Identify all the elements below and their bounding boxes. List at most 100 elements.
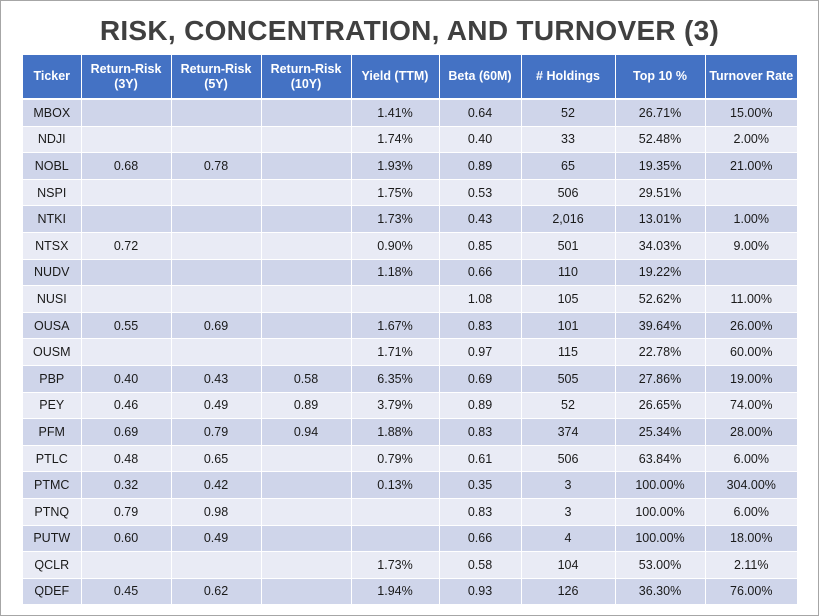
cell-turnover: 6.00%: [705, 498, 797, 526]
cell-beta: 0.61: [439, 445, 522, 473]
cell-return-risk-10y: [261, 312, 352, 340]
cell-return-risk-5y: [171, 551, 262, 579]
table-row: PBP 0.40 0.43 0.58 6.35% 0.69 505 27.86% 19.00%: [23, 365, 797, 393]
cell-turnover: 15.00%: [705, 99, 797, 127]
cell-holdings: 374: [521, 418, 616, 446]
cell-beta: 1.08: [439, 285, 522, 313]
cell-holdings: 110: [521, 259, 616, 287]
cell-top10: 36.30%: [615, 578, 706, 606]
cell-beta: 0.53: [439, 179, 522, 207]
cell-ticker: OUSM: [23, 338, 82, 366]
cell-holdings: 65: [521, 152, 616, 180]
cell-return-risk-10y: [261, 498, 352, 526]
cell-yield: 1.18%: [351, 259, 440, 287]
cell-yield: 1.73%: [351, 551, 440, 579]
cell-return-risk-3y: 0.69: [81, 418, 172, 446]
cell-return-risk-5y: 0.62: [171, 578, 262, 606]
cell-yield: [351, 498, 440, 526]
cell-return-risk-10y: [261, 525, 352, 553]
cell-return-risk-10y: [261, 152, 352, 180]
cell-turnover: 2.00%: [705, 126, 797, 154]
cell-return-risk-3y: [81, 179, 172, 207]
cell-return-risk-5y: 0.42: [171, 471, 262, 499]
cell-turnover: 18.00%: [705, 525, 797, 553]
cell-return-risk-10y: [261, 471, 352, 499]
cell-top10: 53.00%: [615, 551, 706, 579]
column-header-top10: Top 10 %: [615, 55, 706, 100]
cell-return-risk-5y: 0.79: [171, 418, 262, 446]
cell-turnover: 1.00%: [705, 205, 797, 233]
cell-ticker: NDJI: [23, 126, 82, 154]
cell-top10: 52.48%: [615, 126, 706, 154]
cell-top10: 27.86%: [615, 365, 706, 393]
cell-turnover: 60.00%: [705, 338, 797, 366]
table-row: MBOX 1.41% 0.64 52 26.71% 15.00%: [23, 99, 797, 127]
cell-return-risk-5y: 0.98: [171, 498, 262, 526]
cell-ticker: NSPI: [23, 179, 82, 207]
cell-top10: 25.34%: [615, 418, 706, 446]
cell-turnover: 26.00%: [705, 312, 797, 340]
cell-beta: 0.83: [439, 418, 522, 446]
cell-beta: 0.58: [439, 551, 522, 579]
cell-return-risk-3y: 0.48: [81, 445, 172, 473]
cell-ticker: OUSA: [23, 312, 82, 340]
cell-turnover: 76.00%: [705, 578, 797, 606]
cell-turnover: 9.00%: [705, 232, 797, 260]
cell-holdings: 501: [521, 232, 616, 260]
cell-holdings: 115: [521, 338, 616, 366]
cell-top10: 100.00%: [615, 498, 706, 526]
cell-return-risk-5y: [171, 259, 262, 287]
cell-ticker: NUSI: [23, 285, 82, 313]
page-title: RISK, CONCENTRATION, AND TURNOVER (3): [99, 15, 720, 46]
table-row: QCLR 1.73% 0.58 104 53.00% 2.11%: [23, 551, 797, 579]
cell-turnover: 6.00%: [705, 445, 797, 473]
table-row: NSPI 1.75% 0.53 506 29.51%: [23, 179, 797, 207]
cell-top10: 29.51%: [615, 179, 706, 207]
column-header-return-risk-5y: Return-Risk (5Y): [171, 55, 262, 100]
cell-beta: 0.64: [439, 99, 522, 127]
cell-return-risk-10y: 0.94: [261, 418, 352, 446]
cell-ticker: NTSX: [23, 232, 82, 260]
table-row: NDJI 1.74% 0.40 33 52.48% 2.00%: [23, 126, 797, 154]
cell-return-risk-3y: 0.55: [81, 312, 172, 340]
cell-ticker: NUDV: [23, 259, 82, 287]
table-row: PTMC 0.32 0.42 0.13% 0.35 3 100.00% 304.00%: [23, 471, 797, 499]
cell-ticker: QCLR: [23, 551, 82, 579]
table-row: NTKI 1.73% 0.43 2,016 13.01% 1.00%: [23, 205, 797, 233]
table-row: NUSI 1.08 105 52.62% 11.00%: [23, 285, 797, 313]
cell-top10: 19.35%: [615, 152, 706, 180]
cell-return-risk-3y: [81, 338, 172, 366]
cell-yield: 1.73%: [351, 205, 440, 233]
cell-beta: 0.66: [439, 259, 522, 287]
cell-return-risk-3y: 0.32: [81, 471, 172, 499]
cell-return-risk-3y: 0.68: [81, 152, 172, 180]
cell-return-risk-10y: [261, 551, 352, 579]
cell-yield: 6.35%: [351, 365, 440, 393]
cell-top10: 52.62%: [615, 285, 706, 313]
cell-beta: 0.85: [439, 232, 522, 260]
cell-ticker: PTNQ: [23, 498, 82, 526]
cell-return-risk-3y: 0.46: [81, 392, 172, 420]
cell-ticker: PTLC: [23, 445, 82, 473]
cell-top10: 26.65%: [615, 392, 706, 420]
cell-yield: [351, 525, 440, 553]
cell-return-risk-3y: [81, 205, 172, 233]
cell-top10: 34.03%: [615, 232, 706, 260]
cell-return-risk-10y: 0.58: [261, 365, 352, 393]
cell-top10: 26.71%: [615, 99, 706, 127]
cell-yield: 0.13%: [351, 471, 440, 499]
cell-yield: 1.75%: [351, 179, 440, 207]
cell-yield: 3.79%: [351, 392, 440, 420]
cell-holdings: 33: [521, 126, 616, 154]
cell-ticker: MBOX: [23, 99, 82, 127]
cell-holdings: 52: [521, 392, 616, 420]
table-row: PTLC 0.48 0.65 0.79% 0.61 506 63.84% 6.00%: [23, 445, 797, 473]
column-header-beta: Beta (60M): [439, 55, 522, 100]
cell-return-risk-5y: [171, 126, 262, 154]
cell-holdings: 101: [521, 312, 616, 340]
cell-holdings: 3: [521, 471, 616, 499]
table-row: PFM 0.69 0.79 0.94 1.88% 0.83 374 25.34% 28.00%: [23, 418, 797, 446]
cell-return-risk-3y: [81, 259, 172, 287]
cell-top10: 39.64%: [615, 312, 706, 340]
cell-turnover: 304.00%: [705, 471, 797, 499]
